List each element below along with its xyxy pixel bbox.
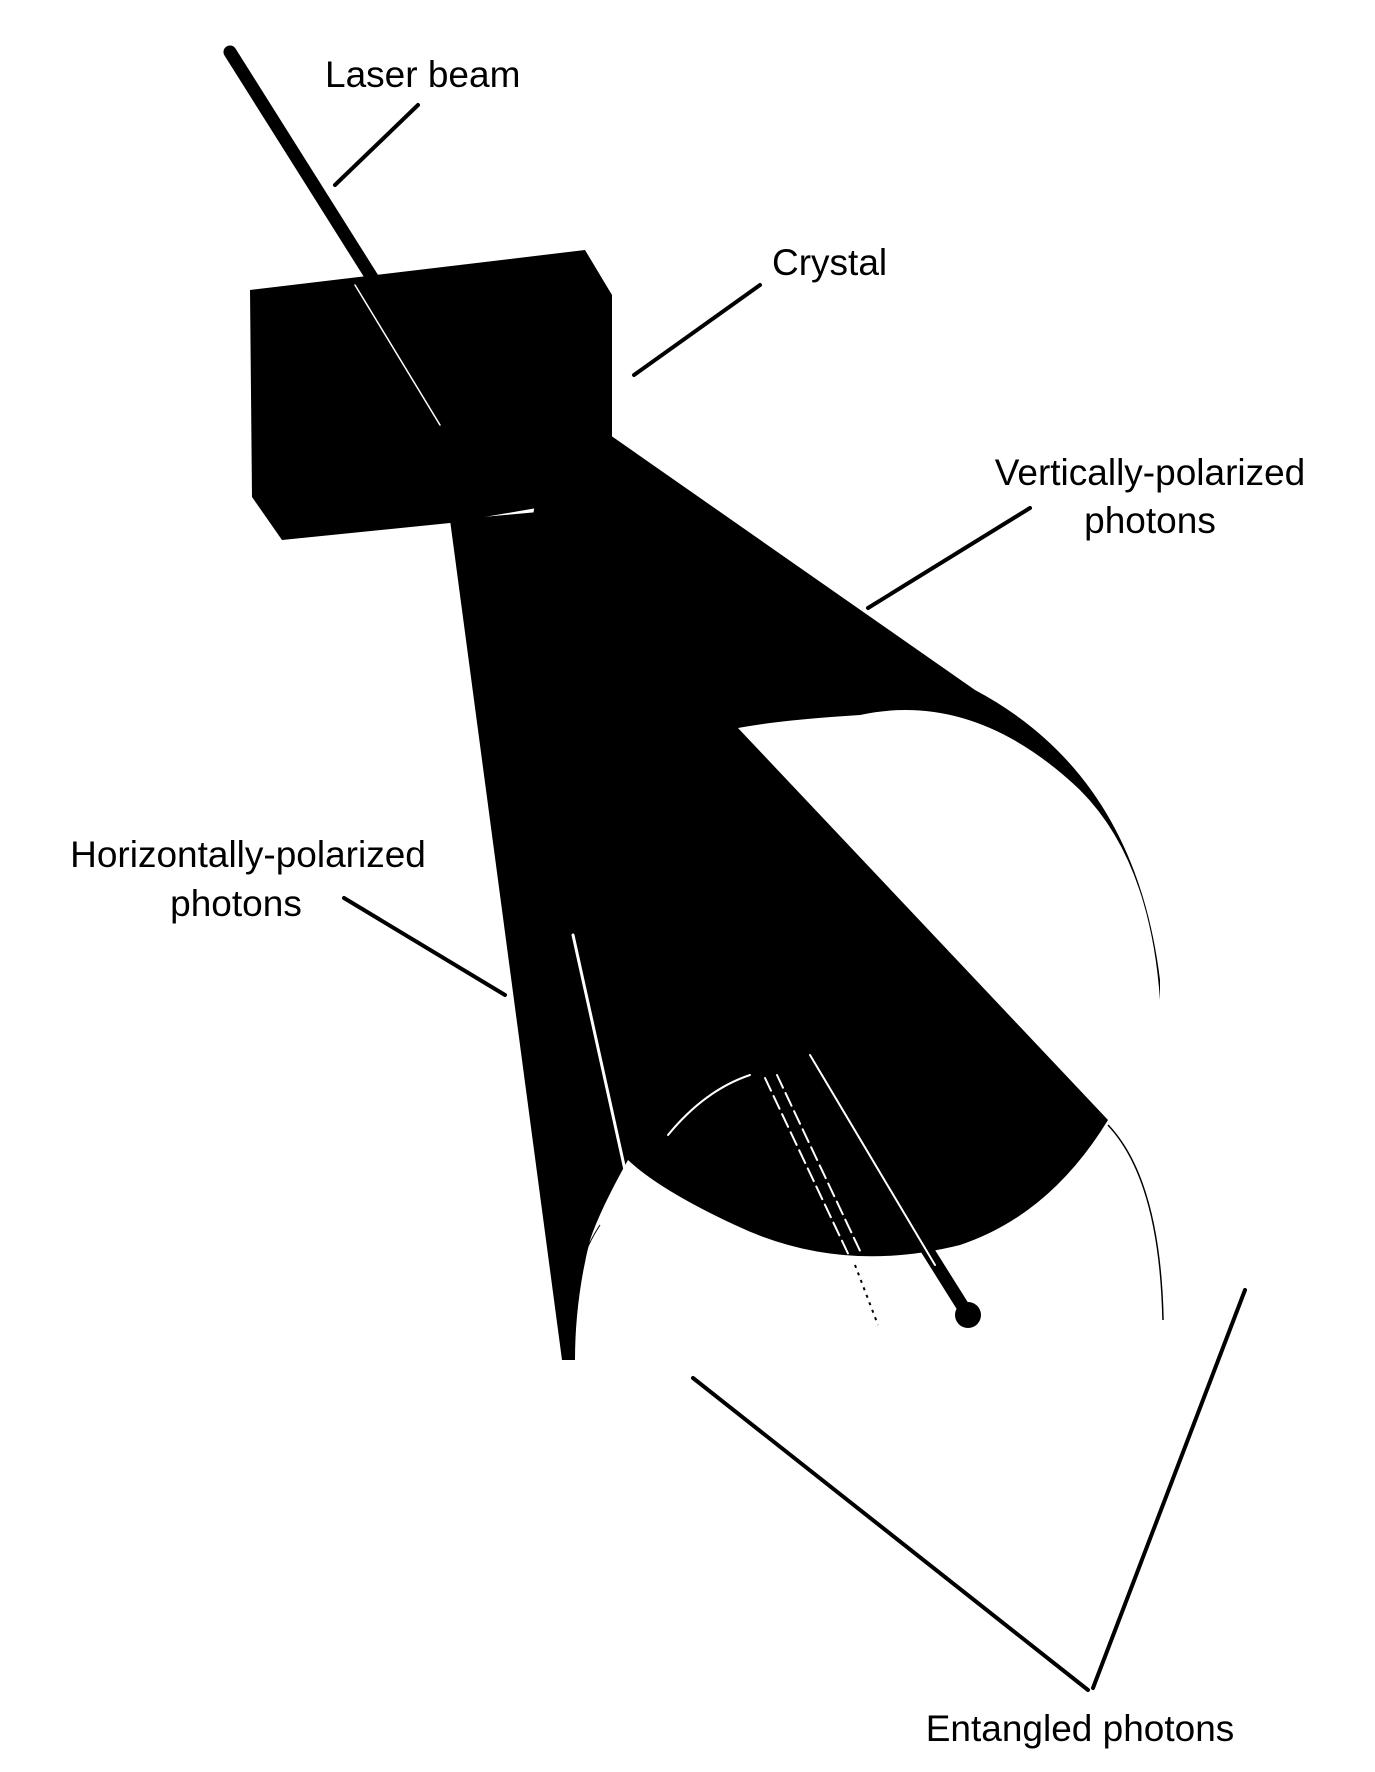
vertical-photons-label-line1: Vertically-polarized bbox=[995, 452, 1306, 493]
horizontal-photons-leader bbox=[342, 896, 507, 997]
beam-highlight bbox=[354, 284, 441, 426]
horizontal-cone-rim bbox=[567, 1224, 601, 1346]
crystal-block bbox=[250, 250, 612, 540]
vertical-photons-label-line2: photons bbox=[1084, 500, 1216, 541]
horizontal-photon-cone bbox=[450, 510, 628, 1360]
laser-beam-leader bbox=[333, 103, 420, 187]
laser-beam bbox=[223, 45, 475, 437]
entangled-leader-left bbox=[691, 1376, 1090, 1692]
beam-end-dot bbox=[955, 1302, 981, 1328]
vertical-cone-rim bbox=[1107, 1124, 1164, 1321]
vertical-photon-cone bbox=[505, 435, 1160, 1257]
cone-rim-highlight bbox=[667, 1074, 751, 1136]
entangled-leader-right bbox=[1091, 1288, 1247, 1690]
horizontal-photons-label-line2: photons bbox=[170, 883, 302, 924]
vertical-photons-leader bbox=[866, 506, 1032, 610]
laser-beam-label: Laser beam bbox=[325, 54, 520, 95]
cone-edge-highlight bbox=[571, 933, 627, 1172]
dotted-trail bbox=[854, 1264, 879, 1326]
inner-beam-highlight-c bbox=[809, 1054, 936, 1266]
crystal-leader bbox=[632, 283, 762, 377]
crystal-label: Crystal bbox=[772, 242, 887, 283]
inner-beam-highlight-a bbox=[764, 1077, 853, 1263]
horizontal-photons-label-line1: Horizontally-polarized bbox=[70, 834, 426, 875]
inner-beam-highlight-b bbox=[776, 1074, 863, 1256]
entangled-photons-label: Entangled photons bbox=[926, 1708, 1235, 1749]
